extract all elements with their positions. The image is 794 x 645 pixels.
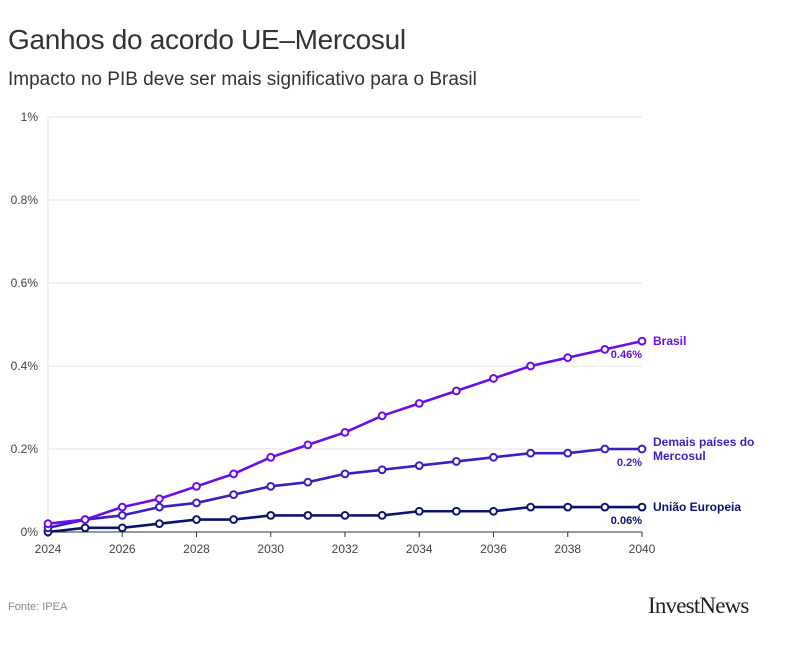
data-point [154,502,164,512]
data-point [43,519,53,529]
data-point [266,481,276,491]
y-tick-label: 0.4% [11,359,39,373]
x-tick-label: 2028 [183,542,210,556]
chart-subtitle: Impacto no PIB deve ser mais significati… [8,69,477,90]
data-point [266,511,276,520]
data-point [414,398,424,408]
data-point [266,452,276,462]
data-point [80,523,90,533]
data-point [340,428,350,437]
data-point [489,506,498,516]
x-tick-label: 2032 [332,542,359,556]
data-point [303,477,313,487]
data-point [451,457,461,466]
data-point [451,506,461,516]
data-point [563,448,573,458]
data-point [117,511,127,520]
data-point [303,440,313,450]
x-tick-label: 2034 [406,542,433,556]
data-point [303,511,313,520]
series-name-label: Mercosul [653,449,706,463]
x-tick-label: 2030 [257,542,284,556]
y-tick-label: 0% [21,525,39,539]
series-name-label: Brasil [653,334,686,348]
data-label: 0.46% [611,349,642,361]
investnews-logo: InvestNews [648,593,749,618]
data-point [414,461,424,471]
data-point [377,465,387,475]
gridlines: 0% 0.2% 0.4% 0.6% 0.8% 1% [11,110,642,539]
data-point [117,523,127,533]
data-point [526,448,536,458]
data-point [229,490,239,500]
chart-title: Ganhos do acordo UE–Mercosul [8,24,406,55]
series-name-label: Demais países do [653,435,754,449]
data-point [600,502,610,512]
data-point [229,515,239,524]
y-tick-label: 0.2% [11,442,39,456]
data-point [192,481,201,491]
data-point [154,494,164,504]
data-point [600,444,610,454]
data-point [637,502,647,512]
x-tick-label: 2026 [109,542,136,556]
data-point [451,386,461,396]
data-point [637,336,647,346]
data-label: 0.06% [611,515,642,527]
data-point [526,361,536,371]
x-tick-label: 2040 [629,542,656,556]
y-tick-label: 0.8% [11,193,39,207]
data-label: 0.2% [617,457,642,469]
data-point [414,506,424,516]
x-tick-label: 2038 [554,542,581,556]
data-point [192,498,201,508]
data-point [117,502,127,512]
data-point [526,502,536,512]
data-point [637,444,647,454]
data-point [80,515,90,524]
x-tick-label: 2036 [480,542,507,556]
data-point [600,345,610,354]
data-point [563,353,573,363]
x-axis-ticks: 2024 2026 2028 2030 2032 2034 2036 2038 2040 [35,532,656,556]
data-point [489,374,498,383]
y-tick-label: 0.6% [11,276,39,290]
data-point [340,469,350,479]
data-point [192,515,201,524]
x-tick-label: 2024 [35,542,62,556]
data-point [154,519,164,529]
series-brasil: Brasil 0.46% [43,334,686,529]
data-point [340,511,350,520]
y-tick-label: 1% [21,110,39,124]
data-point [229,469,239,479]
data-point [377,411,387,421]
data-point [489,452,498,462]
series-uni-o-europeia: União Europeia 0.06% [43,500,741,537]
data-point [563,502,573,512]
series-name-label: União Europeia [653,500,741,514]
source-note: Fonte: IPEA [8,601,68,613]
data-point [377,511,387,520]
